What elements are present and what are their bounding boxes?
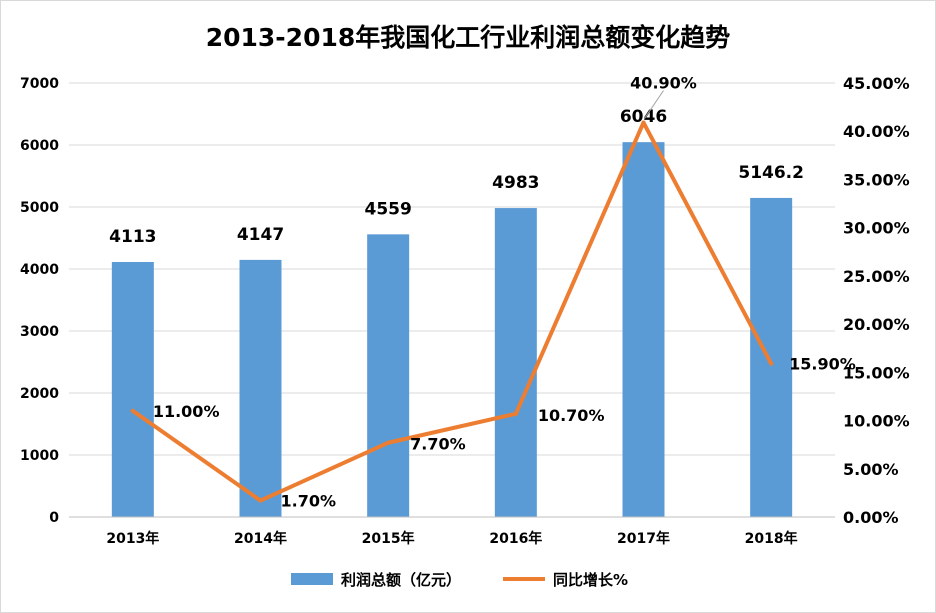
line-data-label: 40.90% — [630, 74, 697, 93]
bar-data-label: 4983 — [492, 173, 539, 193]
line-point — [769, 361, 774, 366]
x-tick-label: 2018年 — [745, 530, 798, 547]
right-tick-label: 45.00% — [843, 74, 910, 93]
bar-data-label: 4147 — [237, 225, 284, 245]
left-tick-label: 1000 — [20, 448, 59, 464]
bar-series — [111, 142, 793, 518]
x-tick-label: 2015年 — [362, 530, 415, 547]
right-tick-label: 20.00% — [843, 315, 910, 334]
bar — [111, 261, 154, 517]
bar-data-label: 5146.2 — [738, 163, 804, 183]
legend-swatch-bar — [291, 573, 333, 585]
left-tick-label: 7000 — [20, 76, 59, 92]
bar-labels: 4113 4147 4559 4983 6046 5146.2 — [109, 107, 804, 247]
bar — [494, 208, 537, 517]
line-point — [258, 498, 263, 503]
bar — [750, 197, 793, 517]
legend-label-bar: 利润总额（亿元） — [341, 571, 461, 589]
right-tick-label: 0.00% — [843, 508, 899, 527]
right-tick-label: 10.00% — [843, 412, 910, 431]
left-tick-label: 4000 — [20, 262, 59, 278]
line-point — [513, 411, 518, 416]
line-point — [130, 408, 135, 413]
bar — [239, 259, 282, 517]
right-tick-label: 40.00% — [843, 122, 910, 141]
leader-line — [644, 90, 664, 119]
bar — [622, 142, 665, 517]
x-tick-label: 2013年 — [106, 530, 159, 547]
right-tick-label: 35.00% — [843, 170, 910, 189]
line-data-label: 10.70% — [538, 406, 605, 425]
growth-line — [130, 120, 774, 503]
line-data-label: 7.70% — [410, 435, 466, 454]
left-tick-label: 2000 — [20, 386, 59, 402]
bar — [367, 234, 410, 518]
bar-data-label: 4113 — [109, 227, 156, 247]
left-tick-label: 5000 — [20, 200, 59, 216]
left-tick-label: 0 — [49, 510, 59, 526]
right-tick-label: 25.00% — [843, 267, 910, 286]
right-tick-label: 30.00% — [843, 219, 910, 238]
x-tick-label: 2017年 — [617, 530, 670, 547]
line-data-label: 15.90% — [789, 355, 856, 374]
right-axis: 0.00% 5.00% 10.00% 15.00% 20.00% 25.00% 30.00%… — [843, 74, 910, 527]
chart-title: 2013-2018年我国化工行业利润总额变化趋势 — [206, 23, 731, 52]
left-tick-label: 6000 — [20, 138, 59, 154]
line-data-label: 1.70% — [281, 492, 337, 511]
line-point — [386, 440, 391, 445]
right-tick-label: 5.00% — [843, 460, 899, 479]
bar-data-label: 6046 — [620, 107, 667, 127]
line-data-label: 11.00% — [153, 402, 220, 421]
line-point — [641, 120, 646, 125]
right-tick-label: 15.00% — [843, 363, 910, 382]
left-axis: 0 1000 2000 3000 4000 5000 6000 7000 — [20, 76, 59, 526]
line-series — [130, 120, 774, 503]
left-tick-label: 3000 — [20, 324, 59, 340]
bar-data-label: 4559 — [365, 199, 412, 219]
legend-label-line: 同比增长% — [553, 571, 628, 589]
x-axis: 2013年 2014年 2015年 2016年 2017年 2018年 — [69, 516, 835, 547]
legend: 利润总额（亿元） 同比增长% — [291, 571, 628, 589]
x-tick-label: 2016年 — [489, 530, 542, 547]
x-tick-label: 2014年 — [234, 530, 287, 547]
line-labels: 11.00% 1.70% 7.70% 10.70% 40.90% 15.90% — [153, 74, 856, 511]
